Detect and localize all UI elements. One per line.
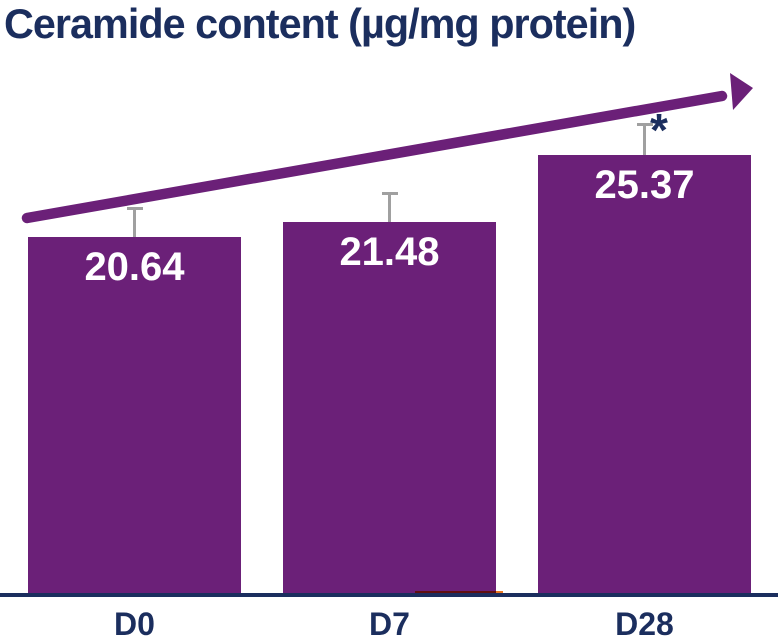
x-tick-label-d7: D7 bbox=[369, 606, 410, 641]
bar-value-d0: 20.64 bbox=[84, 244, 185, 289]
error-bar-stem bbox=[387, 195, 392, 223]
bar-group-d28: 25.37 D28 bbox=[538, 123, 751, 641]
orange-accent-line bbox=[415, 590, 503, 594]
bar-d0: 20.64 bbox=[28, 236, 241, 594]
trend-arrow-head bbox=[730, 73, 753, 110]
x-axis-line bbox=[0, 593, 778, 597]
x-tick-label-d0: D0 bbox=[114, 606, 155, 641]
bar-value-d28: 25.37 bbox=[594, 163, 695, 208]
significance-asterisk: * bbox=[650, 104, 668, 156]
bar-group-d7: 21.48 D7 bbox=[283, 192, 496, 641]
error-bar-stem bbox=[642, 126, 647, 156]
error-bar-d7 bbox=[381, 192, 398, 223]
chart-title: Ceramide content (µg/mg protein) bbox=[4, 0, 636, 47]
bar-d28: 25.37 bbox=[538, 155, 751, 594]
x-tick-label-d28: D28 bbox=[615, 606, 674, 641]
error-bar-stem bbox=[132, 209, 137, 237]
bar-value-d7: 21.48 bbox=[339, 230, 440, 275]
bar-group-d0: 20.64 D0 bbox=[28, 206, 241, 641]
bar-d7: 21.48 bbox=[283, 222, 496, 594]
error-bar-d0 bbox=[126, 206, 143, 237]
